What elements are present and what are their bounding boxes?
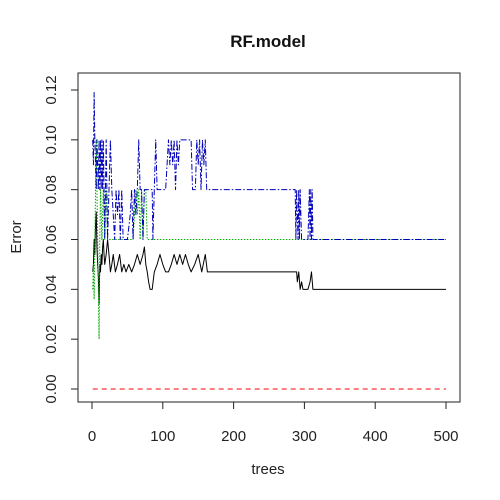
y-tick-label: 0.00: [43, 374, 60, 403]
y-tick-label: 0.06: [43, 225, 60, 254]
series-line-1: [92, 211, 446, 305]
series-line-3: [92, 139, 446, 340]
y-tick-label: 0.04: [43, 275, 60, 304]
series-lines: [92, 91, 446, 390]
x-tick-label: 500: [433, 428, 458, 445]
y-axis-label: Error: [8, 220, 25, 253]
y-tick-label: 0.08: [43, 175, 60, 204]
y-tick-label: 0.10: [43, 125, 60, 154]
series-line-4: [92, 91, 446, 240]
x-axis: 0 100 200 300 400 500: [88, 401, 459, 445]
plot-frame: [77, 72, 461, 403]
y-tick-label: 0.02: [43, 325, 60, 354]
x-tick-label: 400: [363, 428, 388, 445]
x-axis-label: trees: [251, 461, 284, 478]
x-tick-label: 200: [221, 428, 246, 445]
chart-title: RF.model: [230, 32, 306, 51]
x-tick-label: 100: [150, 428, 175, 445]
y-tick-label: 0.12: [43, 75, 60, 104]
x-tick-label: 0: [88, 428, 96, 445]
x-tick-label: 300: [292, 428, 317, 445]
y-axis: 0.00 0.02 0.04 0.06 0.08 0.10 0.12: [43, 75, 79, 404]
